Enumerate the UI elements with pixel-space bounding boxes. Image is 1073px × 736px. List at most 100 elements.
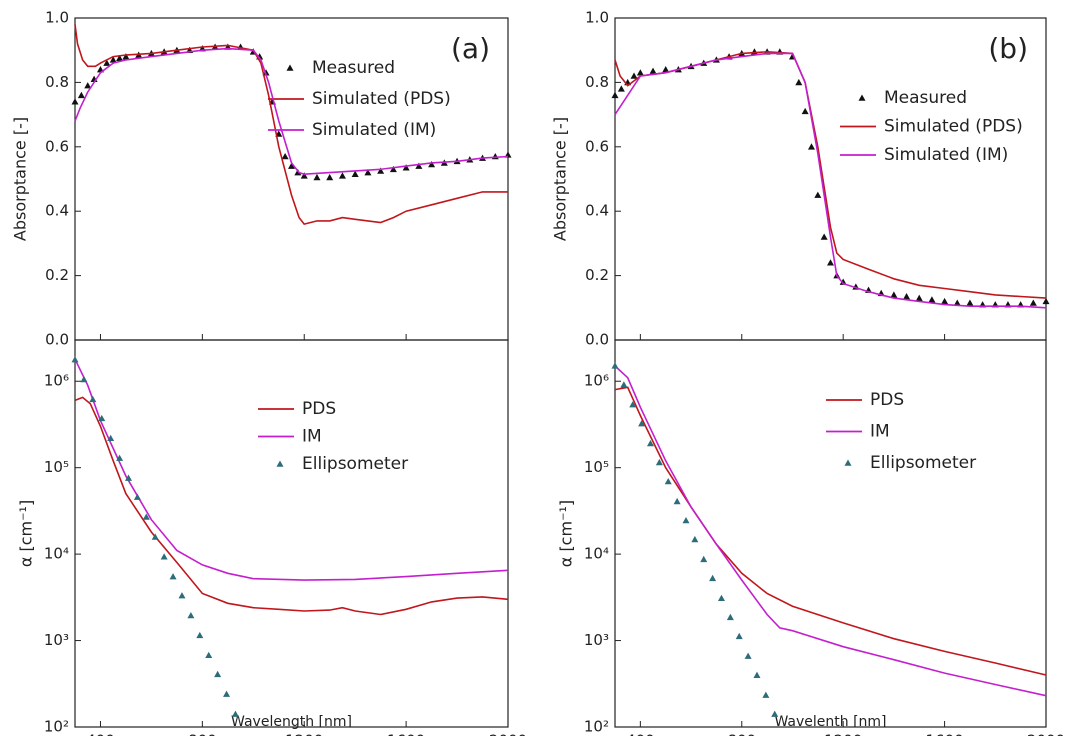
data-point (662, 66, 670, 73)
data-point (84, 82, 92, 89)
data-point (753, 671, 761, 678)
series-line (74, 24, 508, 226)
data-point (638, 420, 646, 427)
legend-label: Simulated (IM) (312, 120, 436, 140)
data-point (630, 72, 638, 79)
data-point (771, 710, 779, 717)
series-line (614, 365, 1047, 697)
data-point (281, 152, 289, 160)
legend-label: Measured (884, 88, 967, 108)
data-point (491, 152, 499, 160)
legend-swatch (276, 460, 284, 467)
data-point (726, 613, 734, 621)
legend-label: Simulated (PDS) (312, 89, 451, 109)
data-point (839, 278, 847, 285)
data-point (620, 381, 628, 388)
data-point (103, 59, 111, 66)
y-tick-label: 0.2 (585, 266, 609, 284)
data-point (124, 474, 132, 481)
y-tick-label: 10³ (44, 631, 69, 649)
data-point (196, 631, 204, 639)
data-point (750, 48, 758, 55)
legend-label: Simulated (IM) (884, 145, 1008, 165)
data-point (231, 710, 239, 717)
data-point (107, 434, 115, 442)
data-point (133, 493, 141, 500)
data-point (820, 233, 828, 240)
data-point (735, 632, 743, 640)
legend-label: IM (302, 427, 322, 447)
y-tick-label: 1.0 (585, 9, 609, 27)
data-point (1029, 299, 1037, 306)
data-point (389, 165, 397, 173)
data-point (428, 161, 436, 168)
x-tick-label: 1200 (285, 732, 323, 736)
data-point (364, 169, 372, 176)
series-line (614, 52, 1047, 309)
data-point (673, 497, 681, 505)
data-point (122, 53, 130, 60)
y-tick-label: 10² (584, 718, 609, 736)
data-point (629, 401, 637, 408)
data-point (827, 259, 834, 266)
data-point (223, 690, 231, 697)
y-tick-label: 10⁵ (584, 458, 609, 476)
data-point (814, 191, 822, 198)
data-point (709, 574, 717, 582)
y-tick-label: 0.2 (45, 266, 69, 284)
series-line (74, 358, 509, 581)
y-axis-label: α [cm⁻¹] (557, 500, 576, 567)
data-point (617, 85, 625, 92)
data-point (1042, 297, 1050, 305)
y-tick-label: 0.0 (585, 331, 609, 349)
y-tick-label: 10⁵ (44, 458, 69, 476)
y-tick-label: 0.4 (585, 202, 609, 220)
y-axis-label: α [cm⁻¹] (17, 500, 36, 567)
data-point (402, 164, 410, 171)
x-tick-label: 1600 (925, 732, 963, 736)
data-point (178, 592, 186, 599)
data-point (288, 162, 295, 169)
x-tick-label: 2000 (489, 732, 527, 736)
data-point (915, 294, 923, 301)
series-line (74, 47, 509, 176)
data-point (762, 691, 770, 698)
data-point (649, 67, 657, 74)
panel-label: (b) (988, 32, 1028, 65)
y-tick-label: 0.8 (585, 73, 609, 91)
data-point (313, 173, 321, 181)
legend-swatch (286, 64, 294, 71)
data-point (941, 297, 949, 305)
y-tick-label: 10² (44, 718, 69, 736)
legend-label: Measured (312, 58, 395, 78)
data-point (71, 356, 79, 363)
data-point (636, 69, 644, 76)
data-point (928, 296, 936, 303)
x-tick-label: 400 (86, 732, 115, 736)
y-tick-label: 0.4 (45, 202, 69, 220)
data-point (691, 535, 699, 543)
plot-frame (614, 339, 1047, 728)
data-point (966, 299, 974, 306)
x-axis-label: Wavelenth [nm] (774, 714, 886, 730)
data-point (98, 414, 106, 422)
legend-label: Ellipsometer (870, 453, 976, 473)
data-point (300, 172, 308, 179)
data-point (160, 553, 168, 560)
data-point (655, 458, 663, 466)
y-axis-label: Absorptance [-] (11, 117, 30, 241)
series-line (614, 386, 1047, 676)
data-point (717, 594, 725, 602)
data-point (415, 162, 423, 169)
data-point (903, 293, 911, 300)
legend-label: PDS (302, 399, 336, 419)
data-point (89, 395, 97, 403)
x-axis-label: Wavelength [nm] (231, 714, 352, 730)
x-tick-label: 1600 (387, 732, 425, 736)
legend-label: Ellipsometer (302, 454, 408, 474)
data-point (169, 573, 177, 580)
plot-frame (74, 17, 509, 341)
data-point (801, 107, 809, 115)
data-point (611, 91, 619, 99)
